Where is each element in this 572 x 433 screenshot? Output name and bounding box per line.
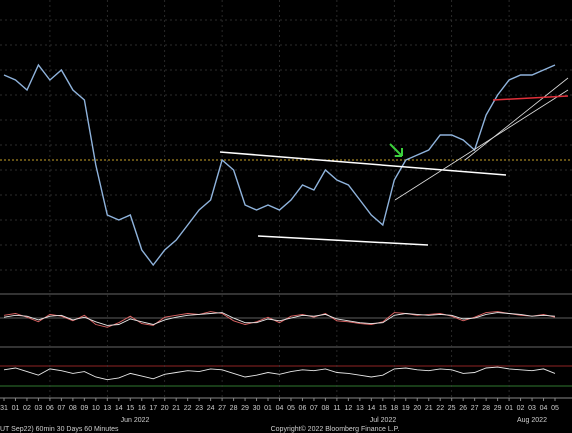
x-tick-label: 07 [57,405,65,412]
x-tick-label: 03 [528,405,536,412]
x-tick-label: 13 [356,405,364,412]
trendline [394,89,569,201]
x-tick-label: 27 [218,405,226,412]
footer-left: UT Sep22) 60min 30 Days 60 Minutes [0,426,119,433]
x-tick-label: 01 [264,405,272,412]
trendline [464,77,569,161]
x-tick-label: 28 [230,405,238,412]
x-tick-label: 06 [299,405,307,412]
x-tick-label: 14 [367,405,375,412]
x-tick-label: 17 [149,405,157,412]
x-tick-label: 13 [103,405,111,412]
x-tick-label: 15 [126,405,134,412]
x-tick-label: 22 [184,405,192,412]
x-tick-label: 10 [92,405,100,412]
x-tick-label: 18 [390,405,398,412]
x-tick-label: 29 [241,405,249,412]
x-tick-label: 06 [46,405,54,412]
trendline [257,235,429,246]
x-tick-label: 14 [115,405,123,412]
x-tick-label: 24 [207,405,215,412]
x-tick-label: 20 [161,405,169,412]
x-tick-label: 07 [310,405,318,412]
x-tick-label: 03 [35,405,43,412]
line-series [3,311,556,328]
x-tick-label: 22 [436,405,444,412]
trendline [219,151,507,176]
x-tick-label: 27 [471,405,479,412]
x-tick-label: 31 [0,405,8,412]
x-tick-label: 05 [287,405,295,412]
x-tick-label: 09 [80,405,88,412]
x-tick-label: 02 [23,405,31,412]
month-label: Jul 2022 [370,417,397,424]
x-tick-label: 04 [540,405,548,412]
line-series [3,312,556,326]
x-tick-label: 05 [551,405,559,412]
line-series [3,63,556,267]
x-tick-label: 08 [322,405,330,412]
x-tick-label: 20 [413,405,421,412]
x-tick-label: 19 [402,405,410,412]
x-tick-label: 01 [12,405,20,412]
x-tick-label: 08 [69,405,77,412]
x-tick-label: 23 [195,405,203,412]
month-label: Jun 2022 [121,417,150,424]
x-tick-label: 16 [138,405,146,412]
x-tick-label: 21 [172,405,180,412]
footer-copyright: Copyright© 2022 Bloomberg Finance L.P. [271,425,400,433]
line-series [3,366,556,381]
x-tick-label: 11 [333,405,340,412]
x-tick-label: 04 [276,405,284,412]
x-tick-label: 01 [505,405,513,412]
x-tick-label: 15 [379,405,387,412]
x-tick-label: 29 [494,405,502,412]
x-tick-label: 26 [459,405,467,412]
x-tick-label: 28 [482,405,490,412]
plot-area: 31 01 02 03 06 07 08 09 10 13 14 15 16 17 20 21 22 23 24 27… [0,0,572,412]
arrow [389,143,403,157]
x-tick-label: 21 [425,405,433,412]
resistance-line [492,95,569,101]
x-tick-label: 25 [448,405,456,412]
x-tick-label: 12 [344,405,352,412]
x-tick-label: 30 [253,405,261,412]
month-label: Aug 2022 [517,417,547,424]
x-tick-label: 02 [517,405,525,412]
